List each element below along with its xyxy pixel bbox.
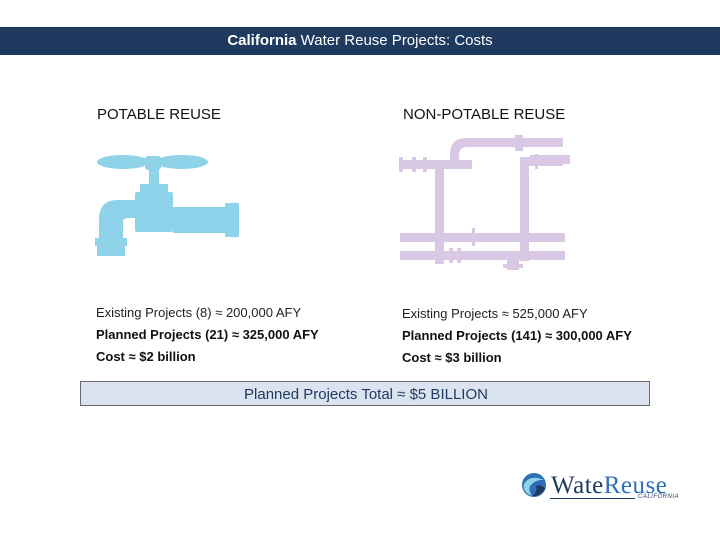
non-potable-existing: Existing Projects ≈ 525,000 AFY [402, 306, 588, 321]
pipes-icon [399, 135, 570, 270]
summary-box: Planned Projects Total ≈ $5 BILLION [80, 381, 650, 406]
potable-cost: Cost ≈ $2 billion [96, 349, 196, 364]
faucet-icon [95, 155, 239, 256]
logo-word-a: Wate [551, 472, 604, 499]
slide-title: California Water Reuse Projects: Costs [0, 27, 720, 55]
summary-total: Planned Projects Total ≈ $5 BILLION [244, 386, 488, 403]
watereuse-globe-icon [522, 473, 546, 497]
logo-underline [550, 498, 635, 499]
non-potable-cost: Cost ≈ $3 billion [402, 350, 502, 365]
logo-word-b: Reuse [603, 472, 668, 499]
non-potable-planned: Planned Projects (141) ≈ 300,000 AFY [402, 328, 632, 343]
title-bar: California Water Reuse Projects: Costs [0, 27, 720, 55]
potable-existing: Existing Projects (8) ≈ 200,000 AFY [96, 305, 302, 320]
logo-wordmark: WateReuse [551, 472, 667, 500]
title-bold: California [227, 32, 297, 49]
title-rest: Water Reuse Projects: Costs [296, 32, 493, 49]
logo-subtitle: CALIFORNIA [638, 494, 680, 500]
watereuse-logo: WateReuse CALIFORNIA [520, 470, 680, 505]
potable-planned: Planned Projects (21) ≈ 325,000 AFY [96, 327, 319, 342]
potable-heading: POTABLE REUSE [97, 106, 221, 123]
non-potable-heading: NON-POTABLE REUSE [403, 106, 566, 123]
